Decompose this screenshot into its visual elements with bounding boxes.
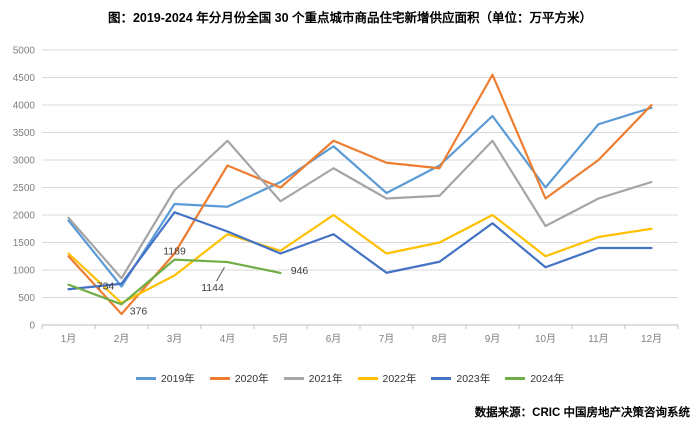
y-axis-label: 4000 [13,101,36,112]
legend-item-2023年: 2023年 [431,371,490,386]
y-axis-label: 5000 [13,46,36,57]
y-axis-label: 2500 [13,183,36,194]
y-axis-label: 3000 [13,156,36,167]
y-axis-label: 1500 [13,238,36,249]
x-axis-label: 1月 [61,333,77,345]
series-line-2020年 [67,73,653,316]
x-axis-label: 7月 [379,333,395,345]
series-line-2023年 [67,211,653,291]
legend-swatch-icon [431,377,452,380]
legend-label: 2024年 [530,373,565,385]
data-label: 946 [291,265,309,277]
legend-swatch-icon [357,377,378,380]
y-axis-label: 3500 [13,128,36,139]
series-line-2024年 [67,258,282,306]
legend-swatch-icon [283,377,304,380]
annotation-leader [216,266,225,282]
data-source: 数据来源：CRIC 中国房地产决策咨询系统 [474,407,690,419]
legend-swatch-icon [209,377,230,380]
y-axis-label: 500 [18,293,35,304]
x-axis-label: 9月 [485,333,501,345]
legend-label: 2021年 [308,373,343,385]
series-line-2022年 [67,213,653,305]
legend-label: 2022年 [382,373,417,385]
legend-swatch-icon [135,377,156,380]
x-axis-label: 11月 [588,333,608,345]
chart-title: 图：2019-2024 年分月份全国 30 个重点城市商品住宅新增供应面积（单位… [107,11,593,25]
x-axis-label: 3月 [167,333,183,345]
x-axis-label: 10月 [535,333,556,345]
x-axis-label: 5月 [273,333,289,345]
legend-label: 2023年 [456,373,491,385]
legend-item-2020年: 2020年 [209,371,269,386]
x-axis-label: 8月 [432,333,448,345]
y-axis-label: 0 [29,321,35,332]
x-axis-label: 2月 [114,333,130,345]
x-axis-label: 12月 [641,333,662,345]
legend-label: 2020年 [234,373,269,385]
legend-item-2019年: 2019年 [135,371,195,386]
y-axis-label: 4500 [13,73,36,84]
legend-swatch-icon [505,377,526,380]
legend-label: 2019年 [160,373,195,385]
series-line-2021年 [67,139,653,280]
data-label: 1189 [163,246,186,258]
legend-item-2024年: 2024年 [505,371,564,386]
chart-legend: 2019年 2020年 2021年 2022年 2023年 2024年 [0,371,700,386]
series-line-2019年 [67,106,653,288]
y-axis-label: 1000 [13,266,36,277]
data-label: 376 [130,305,148,317]
x-axis-label: 4月 [220,333,236,345]
data-label: 1144 [201,282,224,294]
y-axis-label: 2000 [13,211,36,222]
legend-item-2021年: 2021年 [283,371,343,386]
x-axis-label: 6月 [326,333,342,345]
data-label: 734 [97,281,115,293]
legend-item-2022年: 2022年 [357,371,417,386]
